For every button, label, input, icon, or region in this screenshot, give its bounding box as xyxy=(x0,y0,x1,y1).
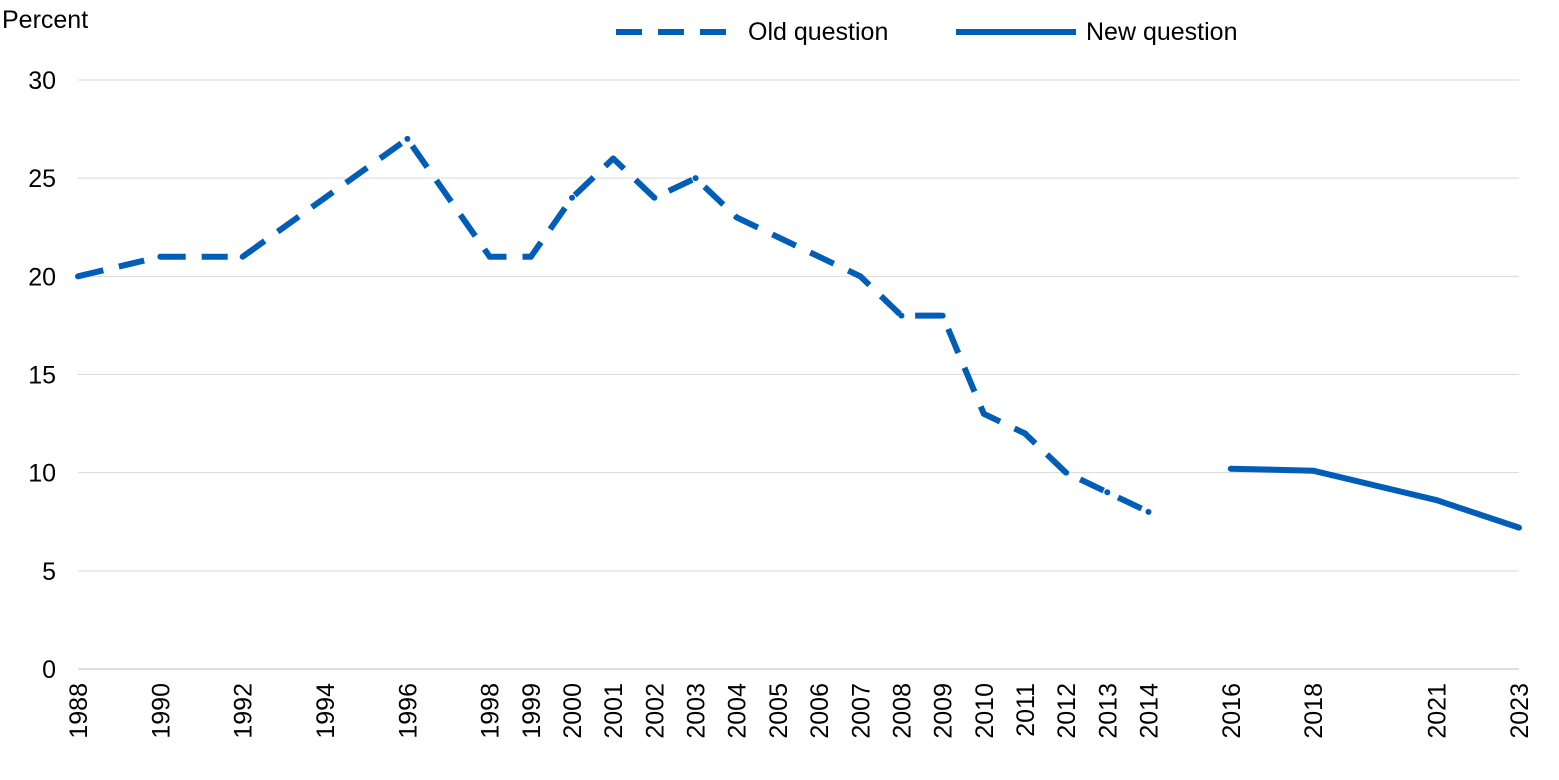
x-tick-label-2008: 2008 xyxy=(888,683,916,739)
legend: Old question New question xyxy=(616,18,1237,46)
data-point-old-question-1988 xyxy=(75,273,81,280)
y-tick-label-30: 30 xyxy=(28,67,56,95)
data-point-old-question-1996 xyxy=(404,135,411,142)
y-tick-label-15: 15 xyxy=(28,362,56,390)
series-lines xyxy=(75,135,1522,531)
data-point-old-question-2008 xyxy=(898,312,905,319)
x-tick-label-2003: 2003 xyxy=(683,683,711,739)
data-point-old-question-1998 xyxy=(486,253,493,260)
data-point-old-question-2007 xyxy=(857,273,864,280)
x-tick-label-2016: 2016 xyxy=(1218,683,1246,739)
x-tick-label-2006: 2006 xyxy=(806,683,834,739)
data-point-old-question-2002 xyxy=(651,194,658,201)
x-tick-label-1990: 1990 xyxy=(147,683,175,739)
x-tick-label-2018: 2018 xyxy=(1300,683,1328,739)
legend-label-old-question: Old question xyxy=(748,18,888,46)
y-tick-label-25: 25 xyxy=(28,165,56,193)
data-point-old-question-2001 xyxy=(610,155,617,162)
data-point-old-question-2004 xyxy=(733,214,740,221)
gridlines xyxy=(78,79,1519,670)
x-tick-label-2007: 2007 xyxy=(847,683,875,739)
x-tick-label-2004: 2004 xyxy=(724,683,752,739)
x-tick-label-2000: 2000 xyxy=(559,683,587,739)
y-tick-label-5: 5 xyxy=(42,558,56,586)
data-point-old-question-2011 xyxy=(1021,430,1028,437)
data-point-old-question-2005 xyxy=(774,234,781,241)
x-tick-label-1994: 1994 xyxy=(312,683,340,739)
data-point-old-question-2009 xyxy=(939,312,946,319)
data-point-new-question-2018 xyxy=(1310,467,1317,474)
x-tick-label-1988: 1988 xyxy=(65,683,93,739)
x-tick-label-2001: 2001 xyxy=(600,683,628,739)
data-point-old-question-2003 xyxy=(692,175,699,182)
x-tick-label-2021: 2021 xyxy=(1424,683,1452,739)
data-point-new-question-2021 xyxy=(1433,497,1440,504)
data-point-old-question-2010 xyxy=(980,410,987,417)
data-point-old-question-1990 xyxy=(157,253,164,260)
x-axis-tick-labels: 1988 1990 1992 1994 1996 1998 1999 2000 2001 2002… xyxy=(65,683,1534,739)
y-axis-tick-labels: 0 5 10 15 20 25 30 xyxy=(28,67,56,684)
x-tick-label-2005: 2005 xyxy=(765,683,793,739)
series-line-old-question xyxy=(77,135,1150,515)
x-tick-label-2014: 2014 xyxy=(1135,683,1163,739)
data-point-old-question-1994 xyxy=(322,194,329,201)
x-tick-label-2012: 2012 xyxy=(1053,683,1081,739)
legend-label-new-question: New question xyxy=(1086,18,1237,46)
x-tick-label-2009: 2009 xyxy=(930,683,958,739)
data-point-old-question-2014 xyxy=(1145,508,1152,515)
x-tick-label-1996: 1996 xyxy=(394,683,422,739)
x-tick-label-2002: 2002 xyxy=(641,683,669,739)
x-tick-label-1999: 1999 xyxy=(518,683,546,739)
y-tick-label-20: 20 xyxy=(28,263,56,291)
y-tick-label-10: 10 xyxy=(28,460,56,488)
x-tick-label-2023: 2023 xyxy=(1506,683,1534,739)
data-point-old-question-2006 xyxy=(816,253,823,260)
x-tick-label-2013: 2013 xyxy=(1094,683,1122,739)
y-axis-unit-label: Percent xyxy=(2,6,88,34)
data-point-old-question-2000 xyxy=(569,194,576,201)
x-tick-label-1998: 1998 xyxy=(477,683,505,739)
data-point-old-question-2013 xyxy=(1104,489,1111,496)
data-point-new-question-2023 xyxy=(1516,524,1522,531)
x-tick-label-2011: 2011 xyxy=(1012,683,1040,737)
data-point-old-question-1992 xyxy=(239,253,246,260)
x-tick-label-1992: 1992 xyxy=(230,683,258,739)
y-tick-label-0: 0 xyxy=(42,656,56,684)
data-point-old-question-2012 xyxy=(1063,469,1070,476)
x-tick-label-2010: 2010 xyxy=(971,683,999,739)
data-point-new-question-2016 xyxy=(1227,465,1234,472)
data-point-old-question-1999 xyxy=(527,253,534,260)
series-line-new-question xyxy=(1230,465,1520,531)
